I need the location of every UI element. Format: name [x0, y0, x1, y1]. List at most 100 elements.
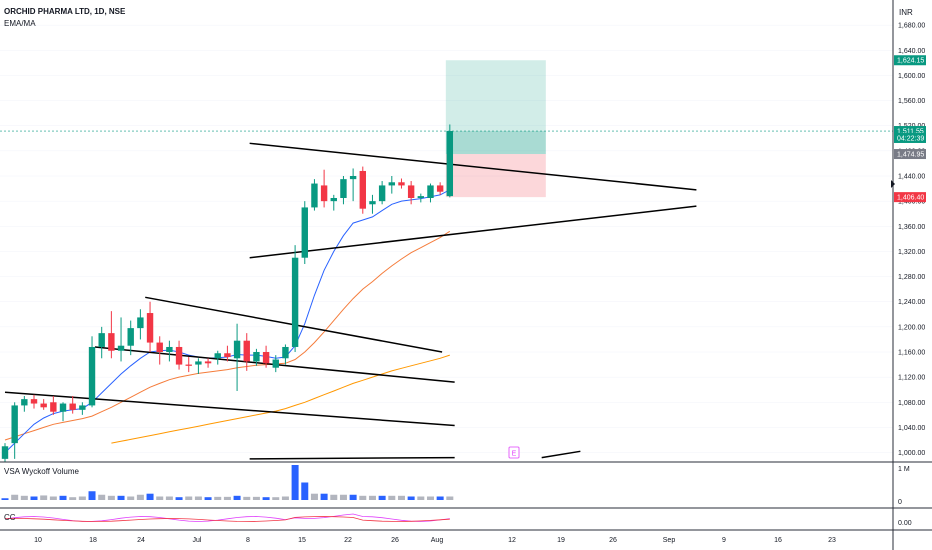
- volume-bar: [310, 493, 318, 500]
- volume-bar: [388, 495, 396, 500]
- time-tick-label: 24: [137, 537, 145, 544]
- time-tick-label: 26: [609, 537, 617, 544]
- candle-body: [427, 185, 434, 198]
- candle-body: [11, 405, 18, 444]
- volume-bar: [223, 496, 231, 500]
- volume-pane: 1 M 0: [1, 465, 910, 506]
- price-tick-label: 1,080.00: [898, 400, 925, 407]
- stop-zone: [445, 154, 546, 198]
- candle-body: [117, 345, 125, 351]
- candle-body: [369, 201, 376, 205]
- volume-bar: [320, 493, 328, 500]
- candlestick-series: [1, 124, 454, 462]
- time-tick-label: 10: [34, 537, 42, 544]
- candle-body: [378, 185, 386, 202]
- volume-bar: [407, 496, 415, 500]
- time-tick-label: 12: [508, 537, 516, 544]
- price-tick-label: 1,560.00: [898, 98, 925, 105]
- volume-bar: [252, 496, 260, 500]
- candle-body: [301, 207, 308, 258]
- cc-line-1: [4, 513, 450, 522]
- volume-bar: [262, 497, 270, 500]
- event-marker-label: E: [512, 451, 517, 458]
- candle-body: [388, 182, 395, 186]
- event-marker[interactable]: E: [508, 446, 520, 459]
- symbol-title[interactable]: ORCHID PHARMA LTD, 1D, NSE: [4, 7, 126, 16]
- candle-body: [282, 346, 289, 359]
- candle-body: [156, 342, 163, 352]
- candle-body: [320, 185, 328, 202]
- candle-body: [243, 340, 250, 362]
- candle-body: [40, 403, 47, 408]
- candle-body: [204, 361, 212, 364]
- volume-bar: [368, 495, 376, 500]
- candle-body: [137, 317, 144, 329]
- volume-bar: [436, 496, 444, 500]
- cc-indicator-label[interactable]: CC: [4, 513, 16, 522]
- volume-bar: [233, 495, 241, 500]
- candle-body: [166, 346, 173, 352]
- price-tick-label: 1,440.00: [898, 174, 925, 181]
- ma-long-line: [111, 354, 450, 444]
- candle-body: [398, 182, 405, 186]
- volume-bar: [136, 494, 144, 500]
- time-axis[interactable]: 10 18 24 Jul 8 15 22 26 Aug 12 19 26 Sep 9 16 23: [34, 537, 836, 544]
- volume-bar: [117, 495, 125, 500]
- volume-bar: [204, 497, 212, 500]
- price-tag: [894, 55, 926, 66]
- volume-bar: [359, 495, 367, 500]
- price-tick-label: 1,280.00: [898, 274, 925, 281]
- candle-body: [291, 257, 299, 347]
- currency-label[interactable]: INR: [899, 8, 913, 17]
- candle-body: [21, 399, 28, 406]
- trendline: [249, 456, 455, 460]
- candle-body: [407, 185, 415, 198]
- indicator-legend-ema-ma[interactable]: EMA/MA: [4, 19, 36, 28]
- volume-bar: [446, 496, 454, 500]
- candle-body: [146, 313, 154, 343]
- volume-bar: [185, 496, 193, 500]
- time-tick-label: 23: [828, 537, 836, 544]
- moving-average-lines: [4, 189, 451, 453]
- candle-body: [224, 353, 231, 358]
- candle-body: [311, 183, 318, 208]
- volume-bar: [272, 497, 280, 500]
- candle-body: [59, 403, 67, 412]
- volume-bar: [281, 496, 289, 500]
- trendline: [541, 450, 581, 459]
- volume-bar: [127, 496, 135, 500]
- price-tick-label: 1,200.00: [898, 324, 925, 331]
- ema-slow-line: [4, 230, 451, 441]
- price-tick-label: 1,160.00: [898, 350, 925, 357]
- volume-bar: [49, 496, 57, 500]
- scroll-arrow-icon[interactable]: [891, 180, 895, 188]
- candle-body: [436, 185, 444, 192]
- volume-indicator-label[interactable]: VSA Wyckoff Volume: [4, 467, 79, 476]
- candle-body: [175, 346, 183, 365]
- candle-body: [330, 198, 337, 202]
- volume-bar: [107, 495, 115, 500]
- volume-bar: [30, 496, 38, 500]
- volume-bar: [330, 494, 338, 500]
- long-position-tool[interactable]: [445, 60, 546, 198]
- volume-bar: [378, 495, 386, 500]
- volume-bar: [291, 465, 299, 500]
- time-tick-label: 15: [298, 537, 306, 544]
- time-tick-label: 16: [774, 537, 782, 544]
- price-scale[interactable]: 1,000.00 1,040.00 1,080.00 1,120.00 1,160.00…: [898, 23, 925, 457]
- volume-bar: [194, 496, 202, 500]
- time-tick-label: Sep: [663, 537, 676, 544]
- volume-tick-label: 1 M: [898, 466, 910, 473]
- candle-body: [50, 402, 57, 412]
- candle-body: [359, 170, 366, 209]
- price-tick-label: 1,320.00: [898, 249, 925, 256]
- price-tag: [894, 126, 926, 137]
- candle-body: [253, 352, 260, 362]
- volume-bar: [426, 496, 434, 500]
- volume-bar: [11, 494, 19, 500]
- time-tick-label: 19: [557, 537, 565, 544]
- price-tick-label: 1,240.00: [898, 299, 925, 306]
- price-tag-label: 1,474.95: [897, 152, 924, 159]
